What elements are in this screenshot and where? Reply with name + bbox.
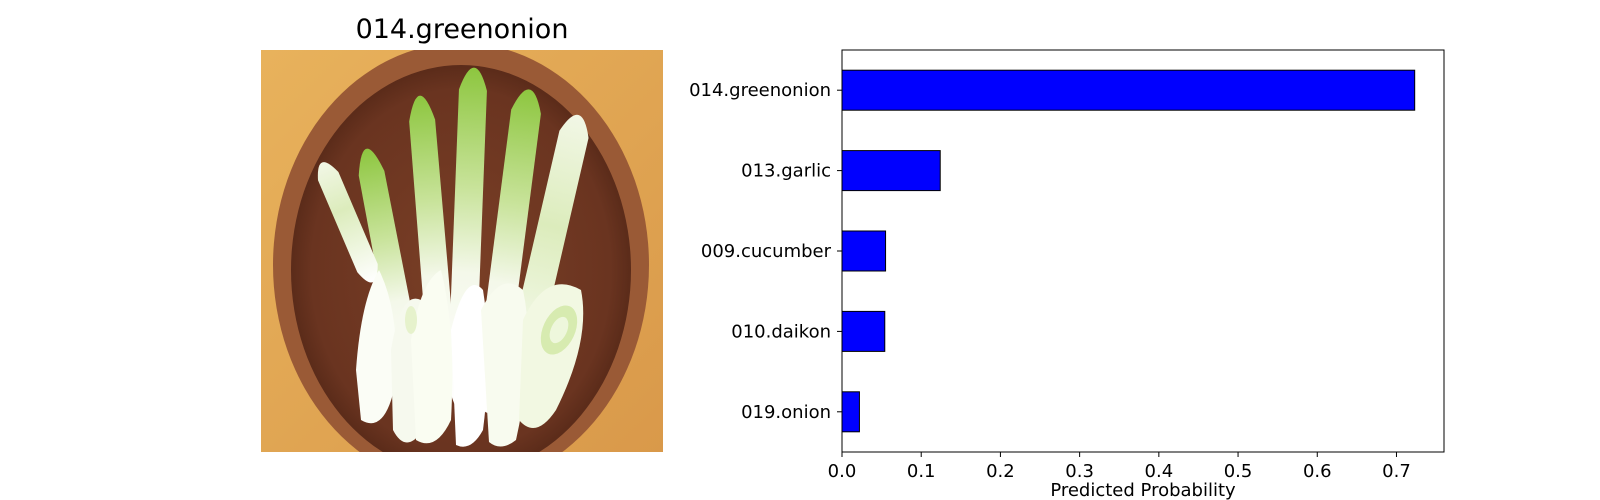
y-tick-label: 014.greenonion (689, 80, 831, 101)
x-tick-label: 0.7 (1382, 461, 1411, 482)
x-tick-label: 0.5 (1224, 461, 1253, 482)
x-axis-label: Predicted Probability (1050, 480, 1236, 500)
bar-014.greenonion (841, 69, 1416, 111)
x-tick-label: 0.2 (986, 461, 1015, 482)
x-tick-label: 0.0 (828, 461, 857, 482)
x-tick-label: 0.6 (1303, 461, 1332, 482)
y-tick-label: 013.garlic (741, 161, 831, 182)
y-tick-label: 009.cucumber (701, 241, 832, 262)
green-onion-photo (261, 50, 663, 452)
image-title: 014.greenonion (355, 14, 569, 45)
y-tick-label: 010.daikon (731, 321, 831, 342)
bar-010.daikon (841, 310, 886, 352)
bar-013.garlic (841, 150, 941, 192)
x-tick-label: 0.4 (1145, 461, 1174, 482)
x-tick-label: 0.3 (1065, 461, 1094, 482)
y-tick-label: 019.onion (741, 402, 831, 423)
bar-019.onion (841, 391, 860, 433)
bar-009.cucumber (841, 230, 887, 272)
x-tick-label: 0.1 (907, 461, 936, 482)
